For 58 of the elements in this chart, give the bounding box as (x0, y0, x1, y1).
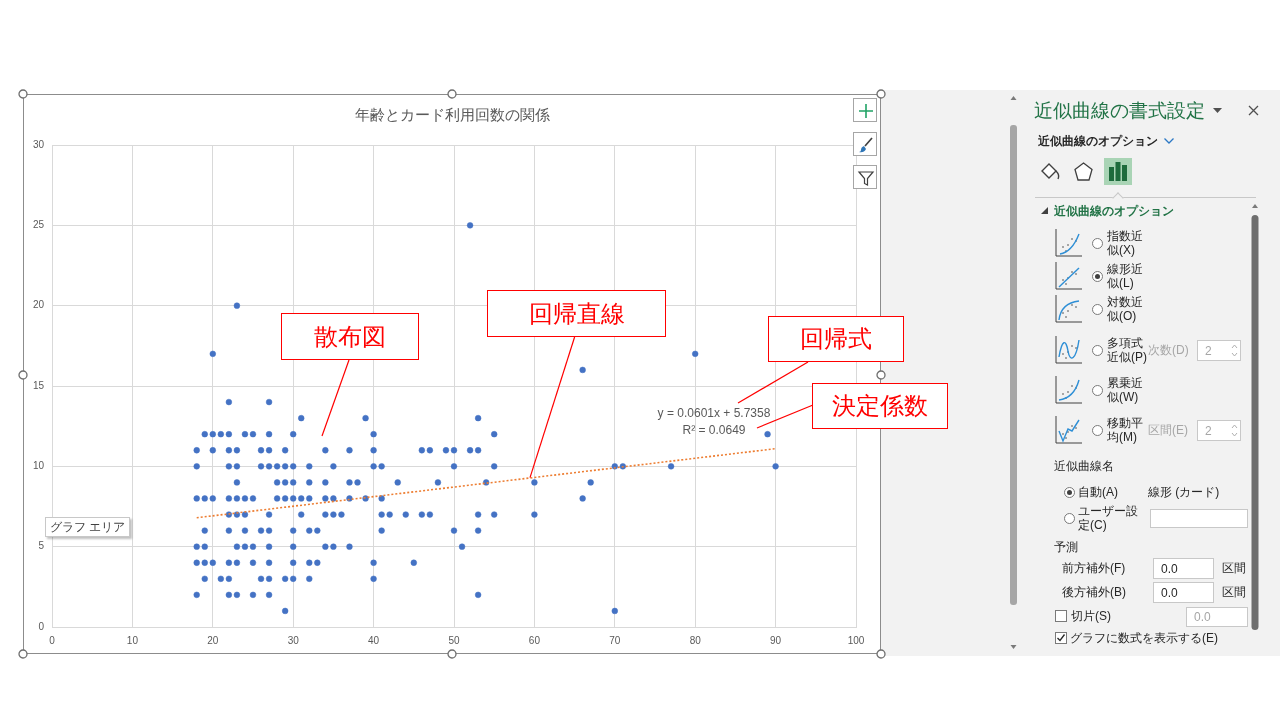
text: 対数近似(O) (1107, 295, 1144, 323)
text: 前方補外(F) (1062, 559, 1126, 577)
tooltip-box: グラフ エリア (45, 517, 131, 537)
text: 近似曲線の書式設定 (1034, 99, 1205, 123)
text: 近似曲線名 (1054, 457, 1114, 475)
text: 線形近似(L) (1107, 262, 1144, 290)
text: 近似曲線のオプション (1054, 202, 1174, 220)
callout-box: 回帰式 (768, 316, 904, 362)
x-tick-label: 60 (528, 634, 541, 646)
callout-box: 決定係数 (812, 383, 948, 429)
x-tick-label: 0 (49, 634, 56, 646)
text: 移動平均(M) (1107, 416, 1143, 444)
text: 後方補外(B) (1062, 583, 1126, 601)
text: 指数近似(X) (1107, 229, 1144, 257)
text: 線形 (カード) (1148, 483, 1220, 501)
text-field: 0.0 (1153, 582, 1214, 603)
text: ユーザー設定(C) (1078, 504, 1139, 532)
callout-box: 回帰直線 (487, 290, 666, 337)
y-tick-label: 20 (32, 299, 45, 311)
text: グラフに数式を表示する(E) (1070, 629, 1218, 647)
x-tick-label: 90 (770, 634, 782, 646)
x-tick-label: 50 (448, 634, 460, 646)
y-tick-label: 10 (32, 460, 45, 472)
x-tick-label: 20 (207, 634, 219, 646)
annotation: 回帰直線 (528, 298, 625, 329)
text-field: 0.0 (1153, 558, 1214, 579)
text: 自動(A) (1078, 483, 1118, 501)
x-tick-label: 70 (609, 634, 621, 646)
text: 区間 (1222, 583, 1246, 601)
annotation: y = 0.0601x + 5.7358 (657, 406, 771, 420)
chart-title: 年齢とカード利用回数の関係 (354, 106, 550, 124)
x-tick-label: 80 (689, 634, 702, 646)
x-tick-label: 40 (368, 634, 380, 646)
y-tick-label: 5 (38, 540, 45, 552)
text: 区間 (1222, 559, 1246, 577)
x-tick-label: 30 (287, 634, 300, 646)
y-tick-label: 25 (32, 219, 45, 231)
x-tick-label: 10 (126, 634, 139, 646)
text: 多項式近似(P) (1107, 336, 1147, 364)
text: 累乗近似(W) (1107, 376, 1144, 404)
spin-box: 2 (1197, 340, 1241, 361)
text: 予測 (1054, 538, 1078, 556)
y-tick-label: 30 (32, 138, 45, 150)
y-tick-label: 15 (32, 379, 45, 391)
y-tick-label: 0 (38, 620, 45, 632)
text: 近似曲線のオプション (1038, 132, 1158, 150)
callout-box: 散布図 (281, 313, 419, 360)
annotation: グラフ エリア (50, 518, 126, 536)
text: 区間(E) (1148, 421, 1188, 439)
annotation: R² = 0.0649 (682, 423, 746, 437)
annotation: 決定係数 (832, 391, 928, 421)
text-field: 0.0 (1186, 607, 1248, 627)
spin-box: 2 (1197, 420, 1241, 441)
text: 切片(S) (1071, 607, 1111, 625)
annotation: 回帰式 (800, 324, 872, 354)
x-tick-label: 100 (847, 634, 865, 646)
annotation: 散布図 (314, 321, 386, 352)
text: 次数(D) (1148, 341, 1189, 359)
